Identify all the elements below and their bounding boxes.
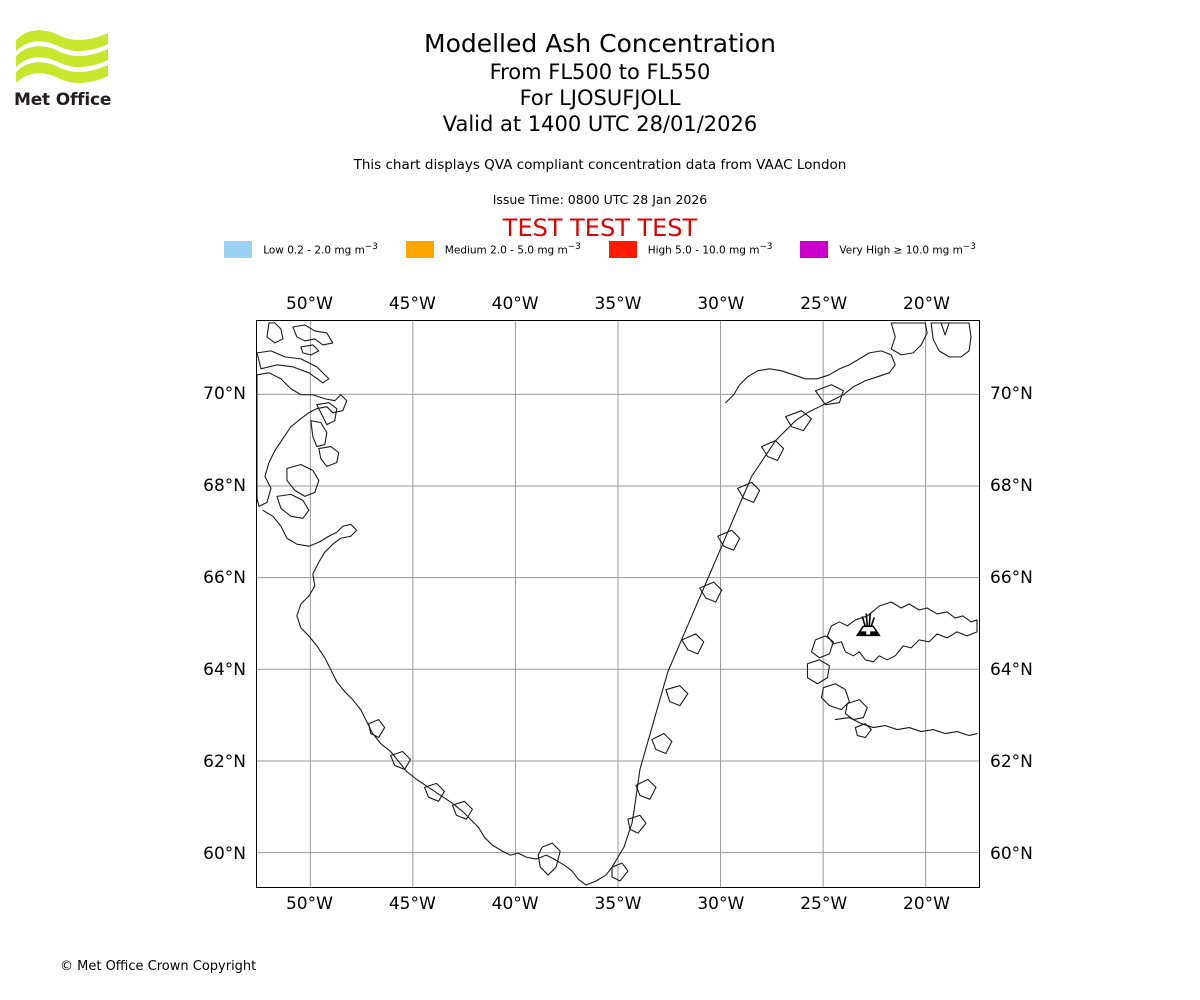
legend-item-medium: Medium 2.0 - 5.0 mg m−3: [405, 241, 581, 258]
concentration-legend: Low 0.2 - 2.0 mg m−3 Medium 2.0 - 5.0 mg …: [0, 241, 1200, 258]
lon-tick-top: 50°W: [285, 294, 333, 314]
volcano-name: For LJOSUFJOLL: [519, 86, 681, 110]
lon-tick-top: 25°W: [800, 294, 848, 314]
legend-swatch-high: [608, 241, 637, 258]
legend-item-low: Low 0.2 - 2.0 mg m−3: [224, 241, 378, 258]
qva-note: This chart displays QVA compliant concen…: [353, 157, 847, 173]
map-frame: [256, 320, 980, 888]
map-container[interactable]: 50°W 50°W 45°W 45°W 40°W 40°W 35°W 35°W 30°W 30°W…: [203, 294, 1033, 914]
lat-tick-right: 62°N: [990, 751, 1033, 772]
lon-tick-top: 40°W: [491, 294, 539, 314]
map-gridlines: [257, 321, 979, 887]
lon-tick-bottom: 50°W: [285, 894, 333, 914]
lon-tick-bottom: 20°W: [903, 894, 950, 914]
map-canvas: [257, 321, 979, 887]
lon-tick-bottom: 35°W: [594, 894, 642, 914]
legend-label-high: High 5.0 - 10.0 mg m−3: [647, 242, 773, 257]
lat-tick-left: 70°N: [203, 383, 246, 404]
lat-tick-right: 66°N: [990, 567, 1033, 588]
legend-swatch-medium: [405, 241, 434, 258]
lon-tick-bottom: 30°W: [697, 894, 745, 914]
legend-units-exponent: −3: [567, 242, 581, 253]
met-office-waves-icon: [16, 30, 108, 84]
legend-units-exponent: −3: [759, 242, 773, 253]
lon-tick-top: 45°W: [388, 294, 436, 314]
coastlines: [257, 322, 978, 886]
lon-tick-top: 20°W: [903, 294, 950, 314]
legend-units-exponent: −3: [962, 242, 976, 253]
copyright-notice: © Met Office Crown Copyright: [60, 959, 257, 974]
lat-tick-right: 60°N: [990, 843, 1033, 864]
legend-swatch-low: [224, 241, 253, 258]
volcano-icon: [855, 613, 881, 637]
legend-label-low: Low 0.2 - 2.0 mg m−3: [263, 242, 378, 257]
lon-tick-bottom: 40°W: [491, 894, 539, 914]
lat-tick-left: 60°N: [203, 843, 246, 864]
chart-title-block: Modelled Ash Concentration From FL500 to…: [0, 28, 1200, 137]
lat-tick-left: 64°N: [203, 659, 246, 680]
legend-label-medium: Medium 2.0 - 5.0 mg m−3: [444, 242, 581, 257]
lon-tick-top: 30°W: [697, 294, 745, 314]
lat-tick-right: 70°N: [990, 383, 1033, 404]
lat-tick-left: 68°N: [203, 475, 246, 496]
legend-item-high: High 5.0 - 10.0 mg m−3: [608, 241, 773, 258]
valid-time: Valid at 1400 UTC 28/01/2026: [442, 112, 758, 136]
lat-tick-right: 68°N: [990, 475, 1033, 496]
legend-swatch-very-high: [800, 241, 829, 258]
page-title: Modelled Ash Concentration: [424, 29, 776, 58]
lon-tick-bottom: 45°W: [388, 894, 436, 914]
lon-tick-bottom: 25°W: [800, 894, 848, 914]
flight-level-range: From FL500 to FL550: [489, 60, 711, 84]
legend-item-very-high: Very High ≥ 10.0 mg m−3: [800, 241, 976, 258]
lat-tick-left: 62°N: [203, 751, 246, 772]
met-office-wordmark: Met Office: [14, 90, 112, 110]
met-office-logo: Met Office: [14, 26, 124, 110]
test-banner: TEST TEST TEST: [502, 214, 698, 242]
legend-label-very-high: Very High ≥ 10.0 mg m−3: [839, 242, 976, 257]
issue-time: Issue Time: 0800 UTC 28 Jan 2026: [492, 192, 708, 207]
lat-tick-left: 66°N: [203, 567, 246, 588]
lon-tick-top: 35°W: [594, 294, 642, 314]
legend-units-exponent: −3: [364, 242, 378, 253]
lat-tick-right: 64°N: [990, 659, 1033, 680]
volcano-marker: [855, 613, 881, 637]
